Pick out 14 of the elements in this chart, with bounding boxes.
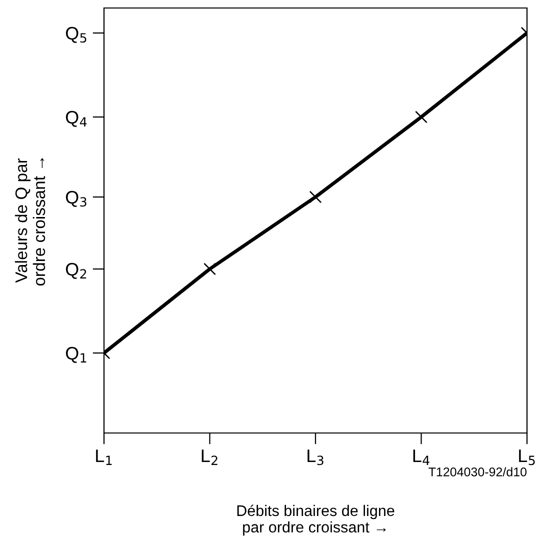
text: Q$_{3}$: [66, 190, 86, 207]
x-tick-label: L$_{4}$: [413, 450, 430, 465]
text: Q$_{5}$: [66, 26, 86, 43]
y-axis-title: Valeurs de Q par ordre croissant →: [14, 158, 46, 286]
point: [309, 190, 322, 204]
x-tick-label: L$_{2}$: [202, 450, 218, 465]
x-axis-title: Débits binaires de ligne par ordre croissant →: [237, 504, 394, 536]
x-tick-label: L$_{3}$: [308, 450, 324, 466]
text: Q$_{2}$: [66, 262, 86, 279]
text: T1204030-92/d10: [428, 467, 527, 476]
x-tick-label: L$_{1}$: [96, 450, 112, 465]
x-tick-label: L$_{5}$: [519, 450, 535, 466]
text: Q$_{4}$: [66, 110, 87, 127]
text: Q$_{1}$: [66, 346, 86, 363]
